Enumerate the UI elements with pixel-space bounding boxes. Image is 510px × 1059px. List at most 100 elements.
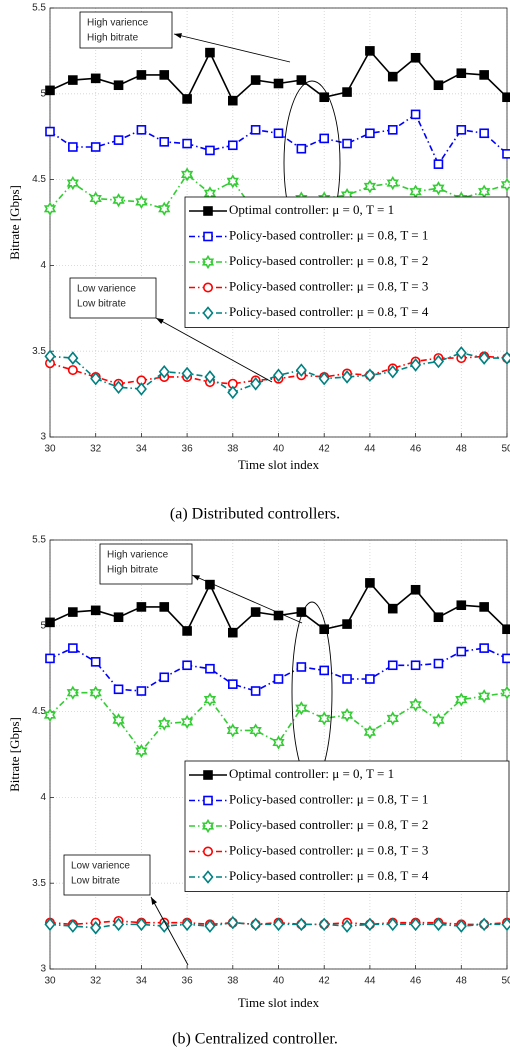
marker (226, 174, 239, 189)
legend-box (184, 196, 510, 328)
legend-label: Policy-based controller: μ = 0.8, T = 2 (229, 253, 428, 268)
marker (182, 626, 192, 636)
marker (250, 686, 261, 696)
marker (478, 917, 490, 932)
marker (273, 674, 284, 684)
series-line (49, 921, 507, 929)
y-tick-label: 4 (40, 792, 46, 803)
marker (387, 603, 398, 614)
marker (364, 917, 376, 932)
marker (295, 363, 307, 377)
marker (501, 917, 510, 932)
marker (182, 660, 192, 671)
marker (45, 126, 55, 137)
marker (500, 685, 510, 700)
caption: (a) Distributed controllers. (170, 506, 340, 523)
y-tick-label: 3.5 (32, 346, 46, 357)
marker (456, 646, 467, 657)
legend-label: Optimal controller: μ = 0, T = 1 (229, 766, 394, 781)
marker (387, 71, 398, 82)
legend-marker (203, 770, 213, 780)
marker (319, 665, 330, 676)
marker (158, 919, 170, 933)
marker (90, 605, 101, 616)
marker (66, 175, 79, 191)
marker (342, 674, 352, 684)
marker (44, 917, 56, 932)
marker (272, 735, 285, 750)
marker (205, 145, 215, 156)
legend-marker (203, 231, 213, 242)
marker (89, 685, 102, 700)
marker (296, 75, 307, 85)
annotation-text: Low bitrate (77, 299, 126, 310)
marker (410, 52, 421, 63)
marker (455, 692, 468, 707)
marker (433, 658, 444, 669)
annotation-arrow (191, 574, 303, 624)
marker (387, 125, 398, 135)
marker (433, 80, 444, 91)
annotation-box (69, 277, 157, 319)
marker (68, 75, 78, 85)
marker (135, 194, 148, 209)
marker (409, 697, 422, 712)
marker (44, 349, 56, 364)
marker (296, 662, 307, 672)
series-line (49, 647, 508, 692)
marker (43, 201, 57, 216)
marker (180, 167, 194, 182)
marker (205, 663, 215, 674)
marker (410, 358, 422, 372)
marker (68, 142, 78, 152)
marker (250, 125, 261, 135)
marker (502, 149, 510, 159)
x-tick-label: 44 (364, 444, 376, 455)
annotation-text: High varience (107, 550, 169, 561)
x-tick-label: 46 (410, 976, 422, 987)
marker (113, 380, 125, 394)
marker (90, 73, 101, 84)
legend-marker (203, 206, 213, 216)
marker (502, 624, 510, 635)
annotation-text: High bitrate (107, 565, 159, 576)
x-tick-label: 42 (319, 976, 331, 987)
series-line (49, 352, 507, 394)
marker (67, 365, 78, 376)
marker (136, 125, 147, 135)
marker (478, 351, 490, 365)
marker (342, 619, 352, 629)
marker (181, 366, 193, 381)
marker (272, 368, 285, 382)
x-tick-label: 32 (90, 444, 102, 455)
marker (159, 137, 170, 147)
marker (203, 692, 217, 707)
x-tick-label: 38 (227, 444, 239, 455)
y-tick-label: 3.5 (32, 878, 46, 889)
legend-marker (201, 818, 215, 834)
marker (410, 660, 421, 671)
y-axis-label: Bitrate [Gbps] (7, 185, 22, 260)
y-tick-label: 5.5 (32, 535, 46, 546)
caption: (b) Centralized controller. (172, 1031, 338, 1048)
marker (318, 371, 330, 386)
legend-marker (203, 282, 214, 293)
marker (502, 92, 510, 103)
y-axis-label: Bitrate [Gbps] (7, 717, 22, 792)
marker (158, 365, 170, 379)
y-tick-label: 5 (40, 88, 46, 99)
marker (273, 610, 284, 621)
marker (479, 602, 489, 612)
marker (387, 660, 398, 671)
x-tick-label: 46 (410, 444, 422, 455)
marker (228, 140, 238, 151)
marker (342, 138, 352, 149)
marker (135, 917, 147, 932)
legend-marker (201, 254, 215, 270)
marker (250, 75, 261, 85)
annotation-box (63, 854, 151, 896)
annotation-arrow (155, 317, 273, 383)
marker (365, 46, 375, 56)
annotation-text: High varience (87, 18, 149, 29)
marker (68, 607, 78, 617)
